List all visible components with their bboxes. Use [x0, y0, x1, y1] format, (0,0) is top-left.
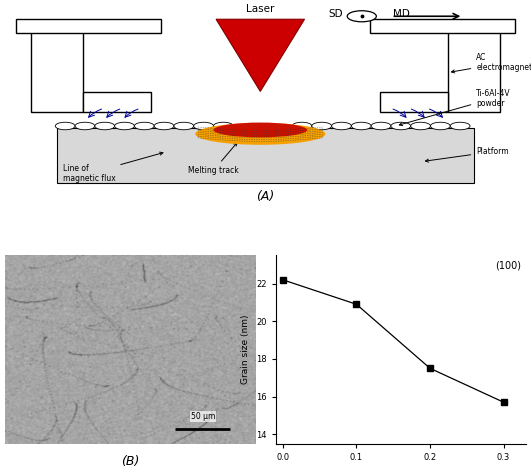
Text: 50 μm: 50 μm	[191, 412, 215, 421]
Text: Laser: Laser	[246, 4, 275, 14]
Circle shape	[312, 122, 331, 130]
Text: Ti-6Al-4V
powder: Ti-6Al-4V powder	[399, 89, 511, 126]
Polygon shape	[216, 19, 305, 92]
Bar	[370, 19, 515, 33]
Bar	[448, 23, 500, 112]
Circle shape	[115, 122, 134, 130]
Y-axis label: Grain size (nm): Grain size (nm)	[241, 315, 250, 384]
Circle shape	[95, 122, 115, 130]
Bar	[16, 19, 161, 33]
Bar	[57, 128, 474, 184]
Text: AC
electromagnet: AC electromagnet	[451, 53, 531, 73]
Circle shape	[134, 122, 154, 130]
Text: SD: SD	[329, 9, 343, 19]
Circle shape	[450, 122, 470, 130]
Circle shape	[213, 122, 233, 130]
Circle shape	[174, 122, 194, 130]
Circle shape	[410, 122, 431, 130]
Text: Platform: Platform	[425, 147, 509, 162]
Text: (100): (100)	[495, 261, 521, 271]
Text: (B): (B)	[121, 455, 140, 467]
Bar	[31, 23, 83, 112]
Bar	[380, 92, 448, 112]
Text: MD: MD	[393, 9, 410, 19]
Text: (A): (A)	[256, 190, 275, 203]
Circle shape	[371, 122, 391, 130]
Circle shape	[347, 11, 376, 22]
Circle shape	[75, 122, 95, 130]
Text: Melting track: Melting track	[188, 143, 239, 175]
Circle shape	[154, 122, 174, 130]
Circle shape	[194, 122, 213, 130]
Circle shape	[352, 122, 371, 130]
Bar	[83, 92, 151, 112]
Circle shape	[55, 122, 75, 130]
Circle shape	[431, 122, 450, 130]
Text: Line of
magnetic flux: Line of magnetic flux	[63, 152, 163, 183]
Circle shape	[391, 122, 410, 130]
Ellipse shape	[195, 123, 326, 145]
Circle shape	[331, 122, 352, 130]
Ellipse shape	[213, 122, 307, 137]
Circle shape	[292, 122, 312, 130]
